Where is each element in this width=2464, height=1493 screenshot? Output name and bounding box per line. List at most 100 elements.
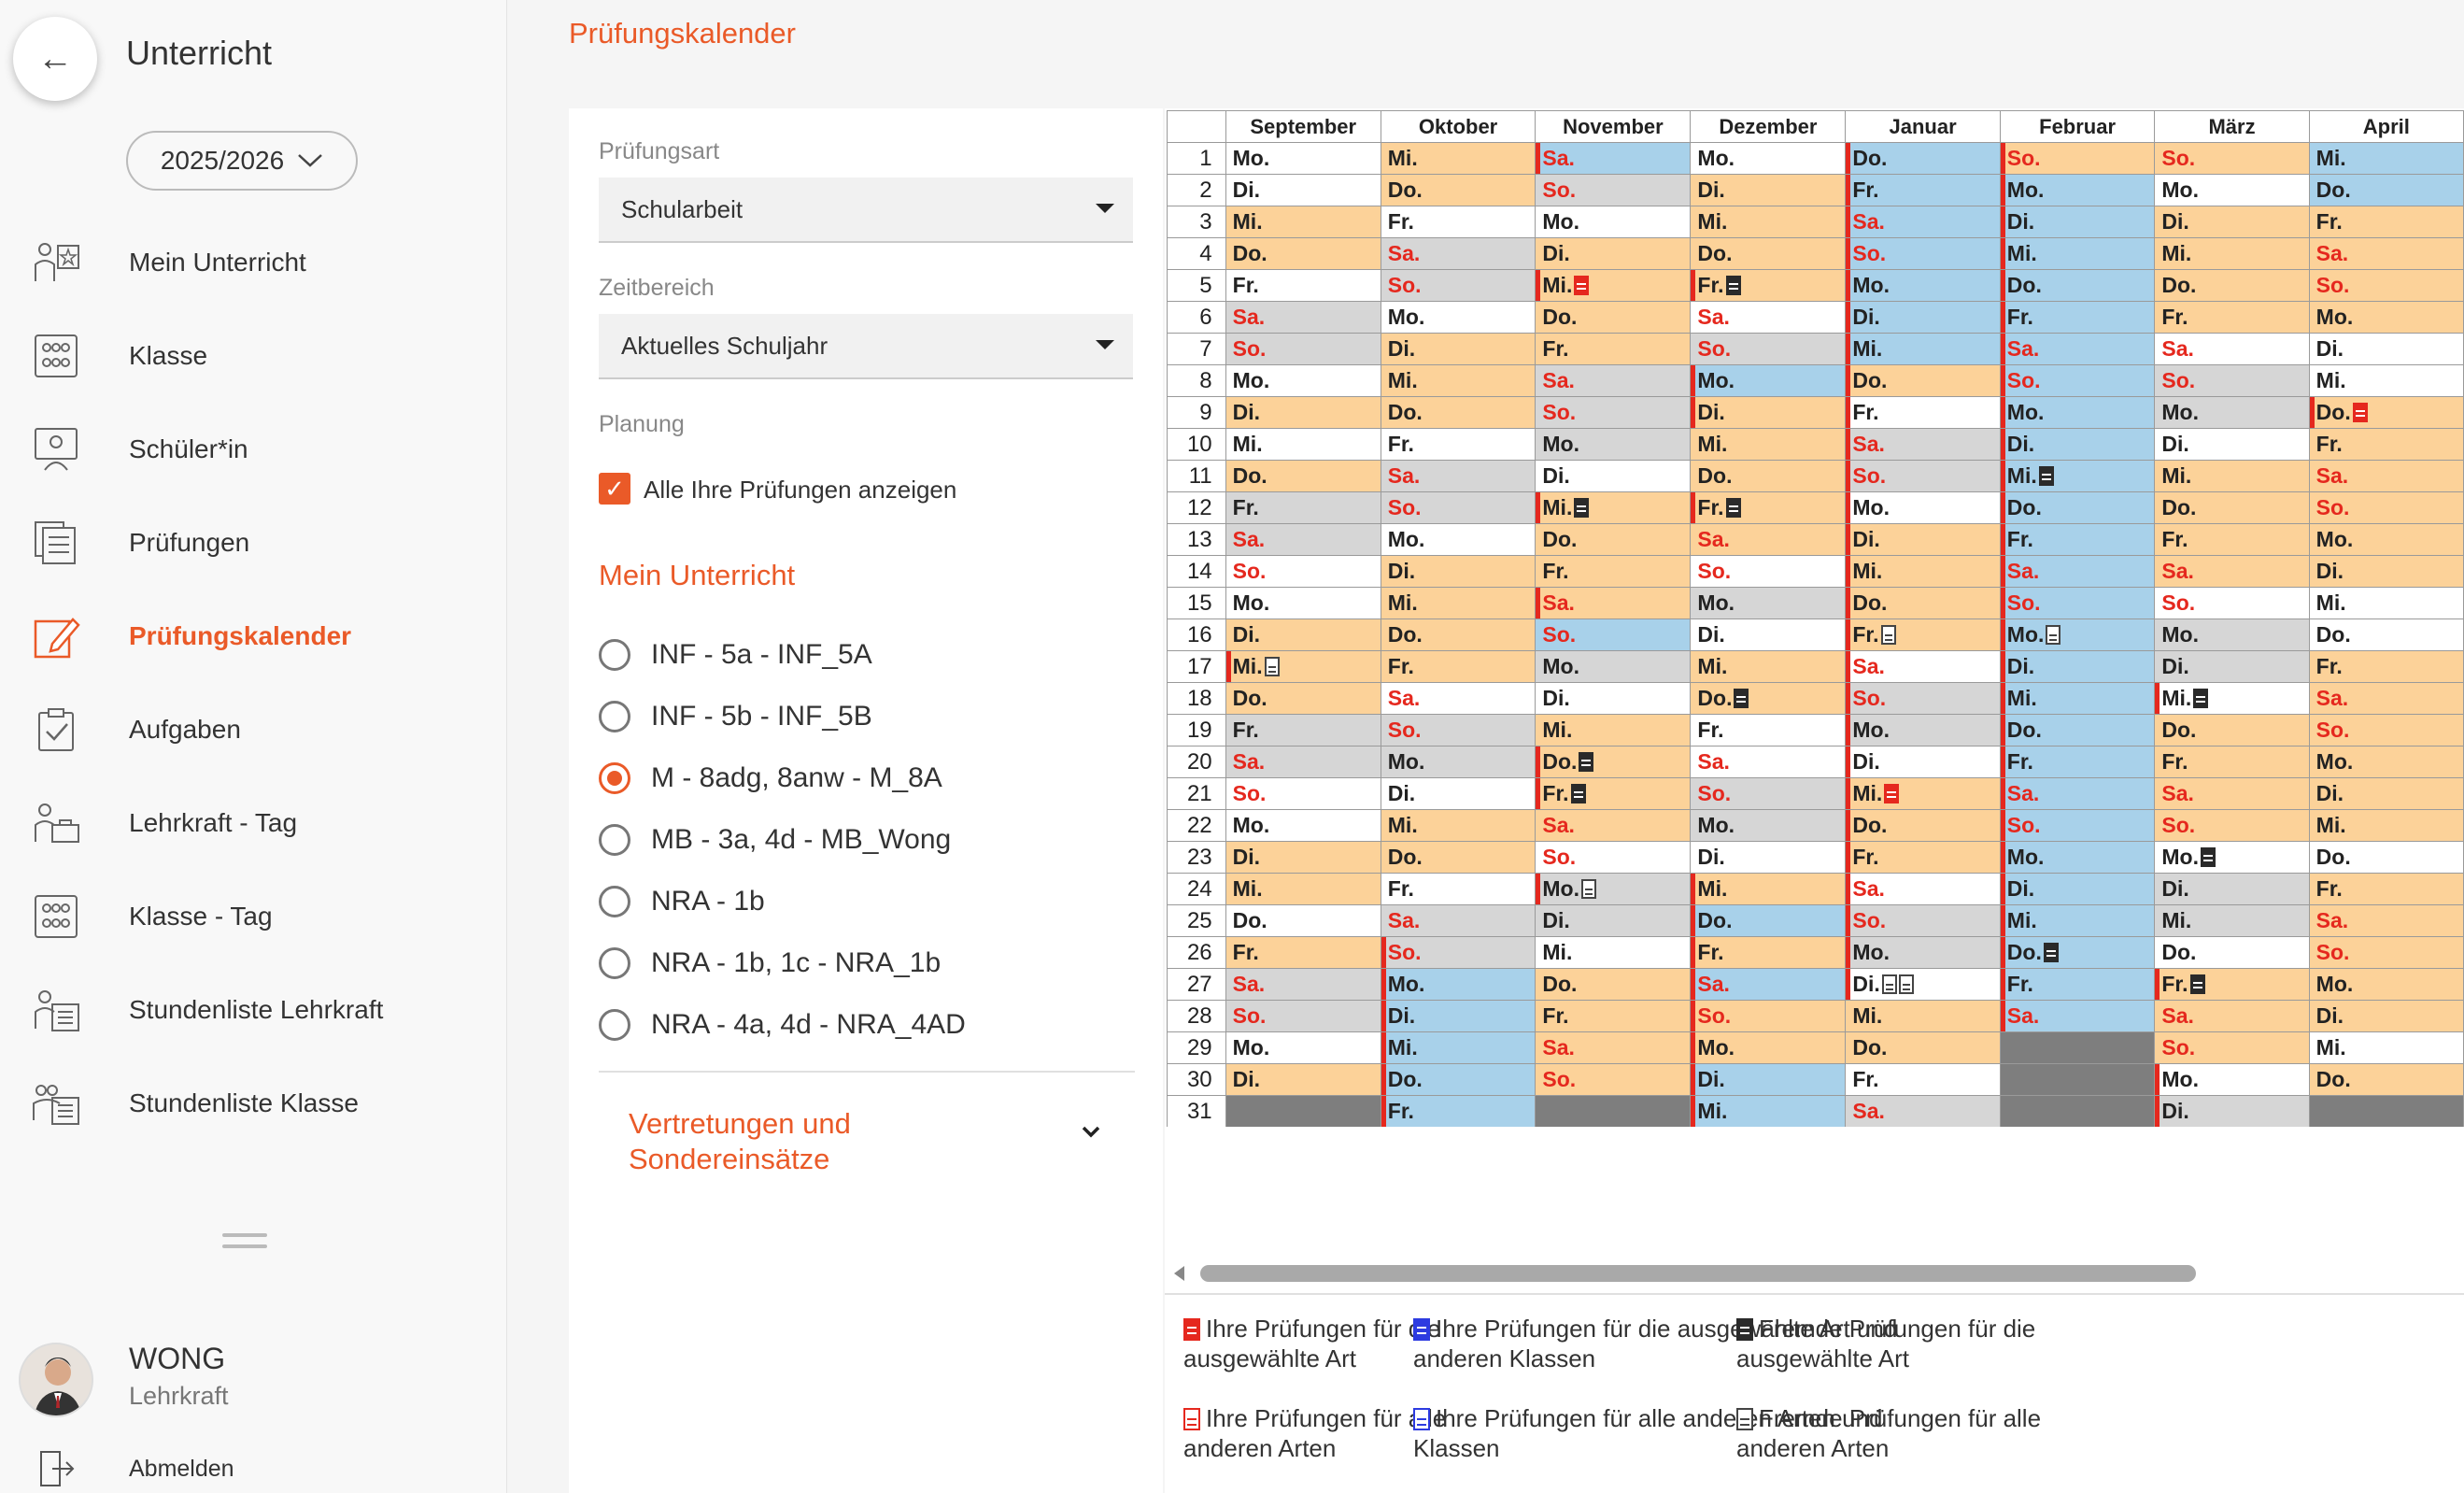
calendar-day-cell[interactable]: Di. xyxy=(2154,1095,2310,1127)
calendar-day-cell[interactable]: So. xyxy=(1535,396,1692,429)
calendar-day-cell[interactable]: Mi. xyxy=(1380,809,1536,842)
calendar-day-cell[interactable]: Sa. xyxy=(1999,555,2156,588)
calendar-day-cell[interactable]: So. xyxy=(2154,364,2310,397)
calendar-day-cell[interactable]: Do. xyxy=(1225,682,1381,715)
calendar-day-cell[interactable]: Mi. xyxy=(2154,682,2310,715)
calendar-day-cell[interactable]: So. xyxy=(2308,936,2464,969)
calendar-day-cell[interactable]: Mo. xyxy=(2308,746,2464,778)
calendar-day-cell[interactable]: So. xyxy=(1999,142,2156,175)
calendar-day-cell[interactable]: Sa. xyxy=(1999,333,2156,365)
back-button[interactable]: ← xyxy=(13,17,97,101)
calendar-day-cell[interactable]: Di. xyxy=(1380,1000,1536,1032)
calendar-day-cell[interactable]: So. xyxy=(1380,936,1536,969)
substitutions-toggle[interactable]: Vertretungen und Sondereinsätze xyxy=(629,1106,851,1177)
calendar-day-cell[interactable]: Mo. xyxy=(1535,428,1692,461)
calendar-day-cell[interactable]: Do. xyxy=(1380,1063,1536,1096)
calendar-day-cell[interactable]: Di. xyxy=(1999,873,2156,905)
course-option[interactable]: MB - 3a, 4d - MB_Wong xyxy=(599,817,1140,863)
calendar-day-cell[interactable]: Di. xyxy=(1999,428,2156,461)
calendar-day-cell[interactable]: Fr. xyxy=(2308,873,2464,905)
calendar-day-cell[interactable]: Fr. xyxy=(2308,428,2464,461)
calendar-day-cell[interactable]: Sa. xyxy=(1380,237,1536,270)
calendar-day-cell[interactable]: Do. xyxy=(1999,491,2156,524)
calendar-day-cell[interactable]: Do. xyxy=(2308,619,2464,651)
calendar-day-cell[interactable]: Fr. xyxy=(1999,746,2156,778)
calendar-day-cell[interactable]: Mi. xyxy=(1535,714,1692,746)
calendar-day-cell[interactable]: Mo. xyxy=(1225,142,1381,175)
calendar-day-cell[interactable]: Mi. xyxy=(1535,491,1692,524)
calendar-day-cell[interactable]: Mi. xyxy=(2308,142,2464,175)
foreign-exam-doc-icon[interactable] xyxy=(2189,974,2205,994)
calendar-day-cell[interactable]: Do. xyxy=(2154,491,2310,524)
calendar-day-cell[interactable]: Mo. xyxy=(1999,619,2156,651)
calendar-day-cell[interactable]: Fr. xyxy=(1845,174,2001,206)
course-option[interactable]: INF - 5a - INF_5A xyxy=(599,632,1140,678)
calendar-day-cell[interactable]: Mi. xyxy=(1380,142,1536,175)
calendar-day-cell[interactable]: Mi. xyxy=(1225,428,1381,461)
calendar-day-cell[interactable]: Do. xyxy=(1690,682,1847,715)
calendar-day-cell[interactable]: Fr. xyxy=(1690,269,1847,302)
calendar-day-cell[interactable]: Mo. xyxy=(1225,1031,1381,1064)
calendar-day-cell[interactable]: Sa. xyxy=(1535,142,1692,175)
logout-button[interactable]: Abmelden xyxy=(0,1446,504,1491)
calendar-day-cell[interactable]: So. xyxy=(1845,460,2001,492)
calendar-day-cell[interactable]: Do. xyxy=(1535,746,1692,778)
calendar-day-cell[interactable]: Di. xyxy=(1845,301,2001,334)
calendar-day-cell[interactable]: Fr. xyxy=(1225,714,1381,746)
calendar-day-cell[interactable]: Mi. xyxy=(2308,364,2464,397)
calendar-day-cell[interactable]: Mo. xyxy=(1845,714,2001,746)
radio-button[interactable] xyxy=(599,947,630,979)
calendar-day-cell[interactable]: So. xyxy=(1225,1000,1381,1032)
calendar-day-cell[interactable]: So. xyxy=(2154,809,2310,842)
calendar-day-cell[interactable]: Do. xyxy=(2308,1063,2464,1096)
calendar-day-cell[interactable]: Di. xyxy=(1225,619,1381,651)
calendar-day-cell[interactable]: Mo. xyxy=(1535,206,1692,238)
calendar-day-cell[interactable]: Sa. xyxy=(2154,555,2310,588)
calendar-day-cell[interactable]: Mi. xyxy=(1690,428,1847,461)
calendar-day-cell[interactable]: So. xyxy=(1999,587,2156,619)
calendar-day-cell[interactable]: So. xyxy=(2154,587,2310,619)
calendar-day-cell[interactable]: Mi. xyxy=(1845,777,2001,810)
calendar-day-cell[interactable]: Do. xyxy=(1845,809,2001,842)
calendar-day-cell[interactable]: Di. xyxy=(1380,777,1536,810)
calendar-day-cell[interactable]: Do. xyxy=(2308,841,2464,874)
calendar-day-cell[interactable]: Mo. xyxy=(1845,491,2001,524)
calendar-day-cell[interactable]: Fr. xyxy=(2154,746,2310,778)
calendar-day-cell[interactable]: Sa. xyxy=(2308,904,2464,937)
calendar-day-cell[interactable]: Mo. xyxy=(1999,174,2156,206)
calendar-day-cell[interactable]: Sa. xyxy=(1225,523,1381,556)
calendar-day-cell[interactable]: So. xyxy=(2308,714,2464,746)
calendar-day-cell[interactable]: Do. xyxy=(1535,968,1692,1001)
calendar-day-cell[interactable]: So. xyxy=(1690,777,1847,810)
calendar-day-cell[interactable]: Mi. xyxy=(1999,682,2156,715)
calendar-day-cell[interactable]: Sa. xyxy=(1225,301,1381,334)
other-type-exam-doc-icon[interactable] xyxy=(1581,879,1596,899)
calendar-day-cell[interactable]: So. xyxy=(1999,809,2156,842)
radio-button[interactable] xyxy=(599,762,630,794)
calendar-day-cell[interactable]: Do. xyxy=(1380,174,1536,206)
calendar-day-cell[interactable]: Di. xyxy=(2308,1000,2464,1032)
calendar-day-cell[interactable]: Fr. xyxy=(1845,396,2001,429)
calendar-day-cell[interactable]: Sa. xyxy=(1690,968,1847,1001)
calendar-day-cell[interactable]: Di. xyxy=(2308,555,2464,588)
calendar-day-cell[interactable]: Sa. xyxy=(1845,1095,2001,1127)
calendar-day-cell[interactable]: Di. xyxy=(1535,460,1692,492)
foreign-exam-doc-icon[interactable] xyxy=(2038,466,2054,486)
calendar-day-cell[interactable]: So. xyxy=(1380,714,1536,746)
calendar-day-cell[interactable]: Mo. xyxy=(1999,396,2156,429)
drag-handle[interactable] xyxy=(222,1233,267,1237)
calendar-day-cell[interactable]: Sa. xyxy=(2154,777,2310,810)
calendar-day-cell[interactable]: Mo. xyxy=(2308,523,2464,556)
calendar-day-cell[interactable]: Mo. xyxy=(1225,587,1381,619)
calendar-day-cell[interactable]: Mi. xyxy=(1380,1031,1536,1064)
calendar-day-cell[interactable]: Fr. xyxy=(1690,491,1847,524)
calendar-day-cell[interactable]: Do. xyxy=(1380,396,1536,429)
calendar-day-cell[interactable]: Mi. xyxy=(1225,206,1381,238)
calendar-day-cell[interactable]: Fr. xyxy=(1380,650,1536,683)
calendar-day-cell[interactable]: Fr. xyxy=(1690,714,1847,746)
calendar-day-cell[interactable]: Mo. xyxy=(2154,841,2310,874)
calendar-day-cell[interactable]: Sa. xyxy=(2308,460,2464,492)
calendar-day-cell[interactable]: Mo. xyxy=(1380,523,1536,556)
calendar-day-cell[interactable]: Sa. xyxy=(1380,460,1536,492)
foreign-exam-doc-icon[interactable] xyxy=(2200,847,2216,867)
